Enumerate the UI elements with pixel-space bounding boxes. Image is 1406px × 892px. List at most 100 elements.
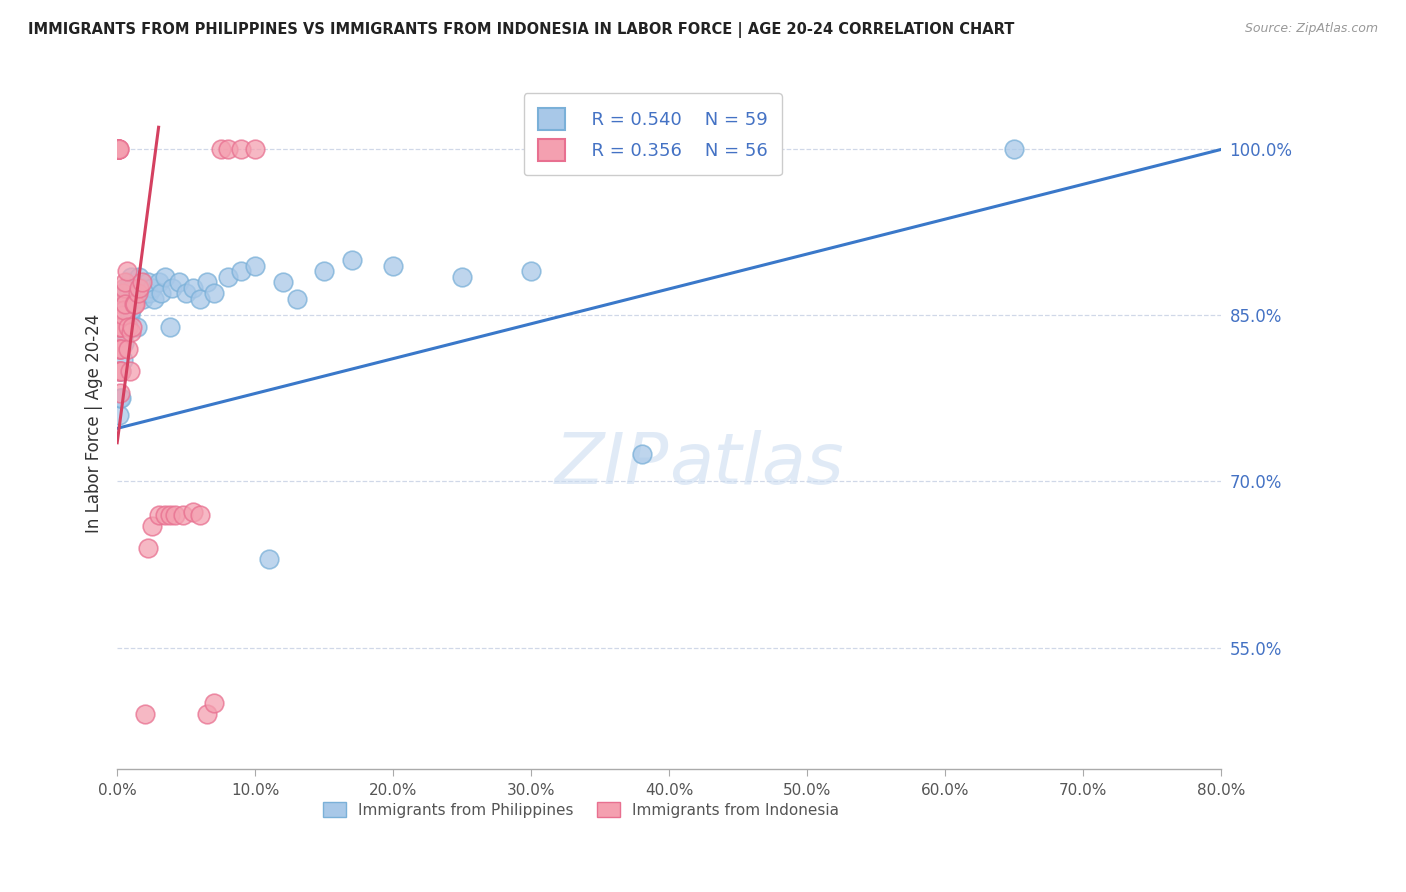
Point: [114, 325, 136, 339]
Point: [111, 286, 134, 301]
Point: [114, 286, 136, 301]
Point: [107, 330, 129, 344]
Point: [110, 330, 132, 344]
Point: [108, 319, 131, 334]
Point: [107, 364, 129, 378]
Point: [124, 281, 146, 295]
Point: [111, 309, 134, 323]
Point: [231, 142, 253, 156]
Point: [165, 508, 187, 522]
Point: [138, 286, 160, 301]
Point: [181, 506, 204, 520]
Text: atlas: atlas: [669, 430, 844, 500]
Point: [136, 275, 159, 289]
Point: [159, 319, 181, 334]
Point: [107, 408, 129, 422]
Point: [128, 281, 150, 295]
Point: [121, 319, 143, 334]
Point: [148, 508, 170, 522]
Point: [245, 142, 267, 156]
Point: [108, 342, 131, 356]
Text: Source: ZipAtlas.com: Source: ZipAtlas.com: [1244, 22, 1378, 36]
Point: [217, 269, 239, 284]
Point: [245, 259, 267, 273]
Point: [107, 142, 129, 156]
Point: [155, 269, 177, 284]
Y-axis label: In Labor Force | Age 20-24: In Labor Force | Age 20-24: [86, 314, 103, 533]
Point: [150, 286, 173, 301]
Point: [118, 309, 141, 323]
Point: [107, 142, 129, 156]
Point: [314, 264, 336, 278]
Point: [382, 259, 405, 273]
Point: [195, 706, 218, 721]
Point: [188, 508, 211, 522]
Point: [112, 336, 135, 351]
Point: [271, 275, 294, 289]
Point: [143, 292, 166, 306]
Point: [115, 319, 138, 334]
Legend: Immigrants from Philippines, Immigrants from Indonesia: Immigrants from Philippines, Immigrants …: [316, 796, 845, 824]
Point: [120, 302, 142, 317]
Point: [169, 275, 191, 289]
Point: [231, 264, 253, 278]
Point: [112, 281, 135, 295]
Point: [202, 286, 225, 301]
Point: [110, 392, 132, 406]
Point: [107, 342, 129, 356]
Point: [257, 552, 280, 566]
Point: [127, 286, 149, 301]
Point: [114, 275, 136, 289]
Point: [122, 297, 145, 311]
Point: [159, 508, 181, 522]
Point: [108, 319, 131, 334]
Point: [118, 275, 141, 289]
Point: [115, 264, 138, 278]
Point: [155, 508, 177, 522]
Point: [134, 706, 156, 721]
Point: [195, 275, 218, 289]
Point: [117, 319, 139, 334]
Point: [1002, 142, 1025, 156]
Point: [114, 297, 136, 311]
Point: [188, 292, 211, 306]
Point: [141, 281, 163, 295]
Point: [121, 281, 143, 295]
Point: [107, 364, 129, 378]
Point: [520, 264, 543, 278]
Point: [217, 142, 239, 156]
Point: [115, 281, 138, 295]
Point: [131, 275, 153, 289]
Point: [128, 269, 150, 284]
Point: [127, 286, 149, 301]
Point: [340, 253, 363, 268]
Point: [108, 392, 131, 406]
Point: [117, 281, 139, 295]
Point: [136, 541, 159, 555]
Point: [120, 325, 142, 339]
Point: [110, 342, 132, 356]
Point: [174, 286, 197, 301]
Point: [117, 314, 139, 328]
Point: [110, 297, 132, 311]
Point: [117, 342, 139, 356]
Point: [209, 142, 232, 156]
Point: [110, 319, 132, 334]
Point: [630, 447, 652, 461]
Point: [107, 142, 129, 156]
Point: [107, 142, 129, 156]
Point: [111, 352, 134, 367]
Point: [107, 142, 129, 156]
Point: [181, 281, 204, 295]
Point: [132, 292, 155, 306]
Point: [118, 364, 141, 378]
Point: [129, 286, 152, 301]
Point: [141, 518, 163, 533]
Point: [110, 364, 132, 378]
Point: [108, 386, 131, 401]
Point: [131, 281, 153, 295]
Point: [285, 292, 308, 306]
Point: [108, 342, 131, 356]
Point: [110, 364, 132, 378]
Point: [120, 269, 142, 284]
